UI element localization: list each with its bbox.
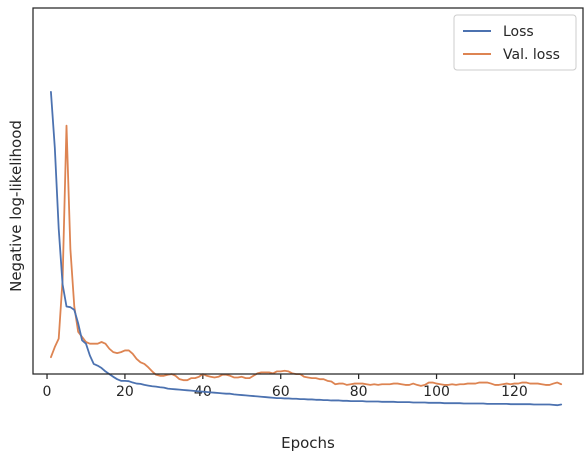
legend: Loss Val. loss	[453, 14, 577, 71]
series-line-loss	[50, 90, 563, 407]
series-line-val-loss	[50, 124, 563, 387]
legend-label-loss: Loss	[503, 24, 534, 40]
x-tick-label: 0	[43, 384, 52, 400]
legend-frame	[453, 14, 577, 71]
x-tick-label: 20	[116, 384, 134, 400]
x-tick-label: 120	[501, 384, 528, 400]
x-tick-label: 80	[350, 384, 368, 400]
x-tick-label: 100	[423, 384, 450, 400]
x-axis-title: Epochs	[281, 434, 335, 452]
x-tick-label: 60	[272, 384, 290, 400]
legend-label-val-loss: Val. loss	[503, 47, 560, 63]
y-axis-title: Negative log-likelihood	[7, 120, 25, 292]
series-layer	[50, 90, 563, 407]
x-tick-group: 0 20 40 60 80 100 120	[43, 374, 528, 400]
plot-frame	[32, 7, 584, 375]
